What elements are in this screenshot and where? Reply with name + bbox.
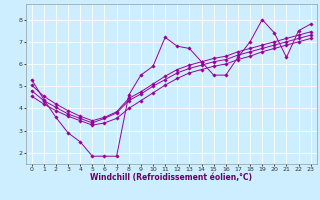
X-axis label: Windchill (Refroidissement éolien,°C): Windchill (Refroidissement éolien,°C)	[90, 173, 252, 182]
